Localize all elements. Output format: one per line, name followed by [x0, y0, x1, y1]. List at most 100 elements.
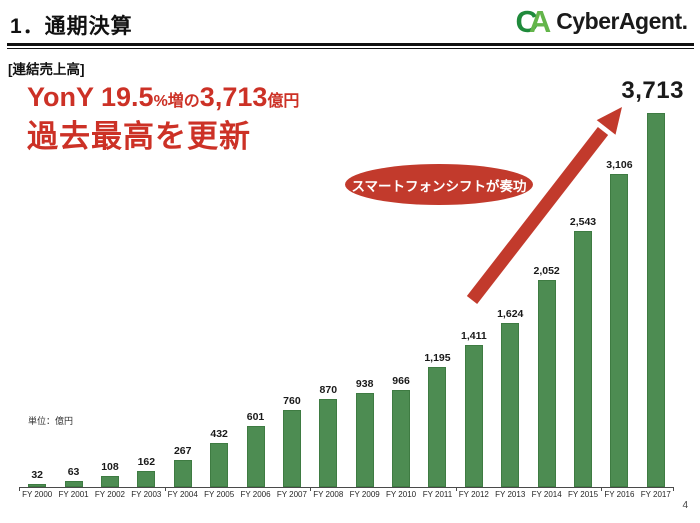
title-rule-thick — [7, 43, 694, 46]
bar-value-label: 3,713 — [621, 77, 684, 104]
axis-tick — [19, 487, 20, 491]
bar-slot: 1,624 FY 2013 — [492, 100, 528, 499]
x-axis-label: FY 2014 — [531, 490, 562, 499]
bar-slot: 432 FY 2005 — [201, 100, 237, 499]
bar-value-label: 2,052 — [533, 265, 560, 277]
bar-chart: 32 FY 2000 63 FY 2001 108 FY 2002 162 FY 2003 26… — [19, 77, 683, 499]
bar-value-label: 938 — [355, 378, 374, 390]
bar-slot: 162 FY 2003 — [128, 100, 164, 499]
x-axis-label: FY 2011 — [422, 490, 453, 499]
bar-slot: 3,713 FY 2017 — [621, 77, 683, 499]
logo-letter-c: C — [515, 4, 538, 39]
bar-fy2005 — [210, 443, 229, 487]
x-axis-label: FY 2003 — [131, 490, 162, 499]
bar-fy2012 — [464, 345, 483, 487]
headline-yony: YonY 19.5 — [27, 82, 154, 112]
bar-slot: 760 FY 2007 — [274, 100, 310, 499]
headline-unit: 億円 — [267, 93, 300, 110]
bar-value-label: 1,195 — [424, 352, 451, 364]
x-axis-label: FY 2001 — [58, 490, 89, 499]
x-axis-label: FY 2017 — [640, 490, 671, 499]
x-axis-label: FY 2005 — [204, 490, 235, 499]
bar-value-label: 432 — [210, 428, 228, 440]
section-label: [連結売上高] — [8, 62, 85, 77]
x-axis-label: FY 2015 — [567, 490, 599, 499]
bar-fy2008 — [319, 399, 338, 487]
bar-fy2002 — [100, 476, 119, 487]
bar-fy2003 — [137, 471, 156, 487]
bar-fy2013 — [501, 323, 520, 487]
headline-amount: 3,713 — [199, 82, 268, 112]
axis-tick — [310, 487, 312, 491]
bar-slot: 601 FY 2006 — [237, 100, 273, 499]
bar-fy2016 — [610, 174, 629, 487]
x-axis-label: FY 2013 — [495, 490, 526, 499]
axis-tick — [673, 487, 674, 491]
headline-line2: 過去最高を更新 — [27, 119, 251, 154]
headline-pct-word: %増の — [153, 93, 200, 110]
bar-slot: 2,052 FY 2014 — [528, 100, 564, 499]
bar-value-label: 63 — [67, 466, 80, 478]
bar-value-label: 601 — [246, 411, 265, 423]
bar-slot: 1,411 FY 2012 — [456, 100, 492, 499]
x-axis-label: FY 2009 — [349, 490, 380, 499]
page-title: 1．通期決算 — [10, 15, 133, 38]
bar-fy2006 — [246, 426, 265, 487]
x-axis-label: FY 2008 — [313, 490, 344, 499]
callout-badge: スマートフォンシフトが奏功 — [345, 164, 533, 205]
bar-fy2014 — [537, 280, 556, 487]
unit-note: 単位：億円 — [28, 416, 74, 426]
bar-value-label: 1,624 — [497, 308, 524, 320]
bar-value-label: 966 — [392, 375, 410, 387]
page-number: 4 — [682, 500, 688, 511]
growth-arrow-icon — [466, 107, 622, 304]
bar-fy2011 — [428, 367, 447, 487]
bar-slot: 966 FY 2010 — [383, 100, 419, 499]
bar-slot: 938 FY 2009 — [347, 100, 383, 499]
bar-value-label: 870 — [319, 384, 338, 396]
bar-fy2010 — [392, 390, 411, 487]
bar-fy2007 — [282, 410, 301, 487]
x-axis-label: FY 2002 — [94, 490, 125, 499]
bar-fy2017 — [646, 113, 665, 487]
logo-letter-a: A — [528, 4, 552, 39]
logo-wordmark: CyberAgent — [556, 8, 682, 34]
x-axis-label: FY 2007 — [276, 490, 307, 499]
x-axis-label: FY 2004 — [167, 490, 198, 499]
growth-arrow-head — [596, 107, 622, 135]
bar-slot: 32 FY 2000 — [19, 100, 55, 499]
bar-value-label: 1,411 — [460, 330, 487, 342]
bar-slot: 870 FY 2008 — [310, 100, 346, 499]
x-axis-label: FY 2010 — [386, 490, 417, 499]
axis-tick — [455, 487, 457, 491]
axis-tick — [164, 487, 166, 491]
bar-slot: 3,106 FY 2016 — [601, 100, 637, 499]
bar-value-label: 2,543 — [569, 216, 597, 228]
bar-value-label: 32 — [31, 469, 44, 481]
bar-fy2000 — [28, 484, 47, 487]
bar-slot: 63 FY 2001 — [55, 100, 91, 499]
callout-badge-text: スマートフォンシフトが奏功 — [351, 178, 527, 194]
axis-tick — [601, 487, 603, 491]
x-axis-label: FY 2012 — [458, 490, 489, 499]
x-axis-label: FY 2000 — [22, 490, 53, 499]
bar-slot: 1,195 FY 2011 — [419, 100, 455, 499]
bar-fy2009 — [355, 393, 374, 487]
logo-period: . — [681, 8, 688, 34]
x-axis-label: FY 2006 — [240, 490, 271, 499]
bar-value-label: 3,106 — [606, 159, 633, 171]
bar-fy2004 — [173, 460, 192, 487]
headline-line1: YonY 19.5%増の3,713億円 — [27, 82, 299, 113]
bar-value-label: 267 — [173, 445, 192, 457]
title-rule-thin — [7, 48, 694, 49]
bar-slot: 267 FY 2004 — [165, 100, 201, 499]
growth-arrow-shaft — [466, 127, 609, 304]
bar-value-label: 162 — [137, 456, 156, 468]
bar-value-label: 760 — [283, 395, 301, 407]
bar-fy2001 — [64, 481, 83, 487]
x-axis-label: FY 2016 — [604, 490, 635, 499]
bar-fy2015 — [574, 231, 593, 487]
